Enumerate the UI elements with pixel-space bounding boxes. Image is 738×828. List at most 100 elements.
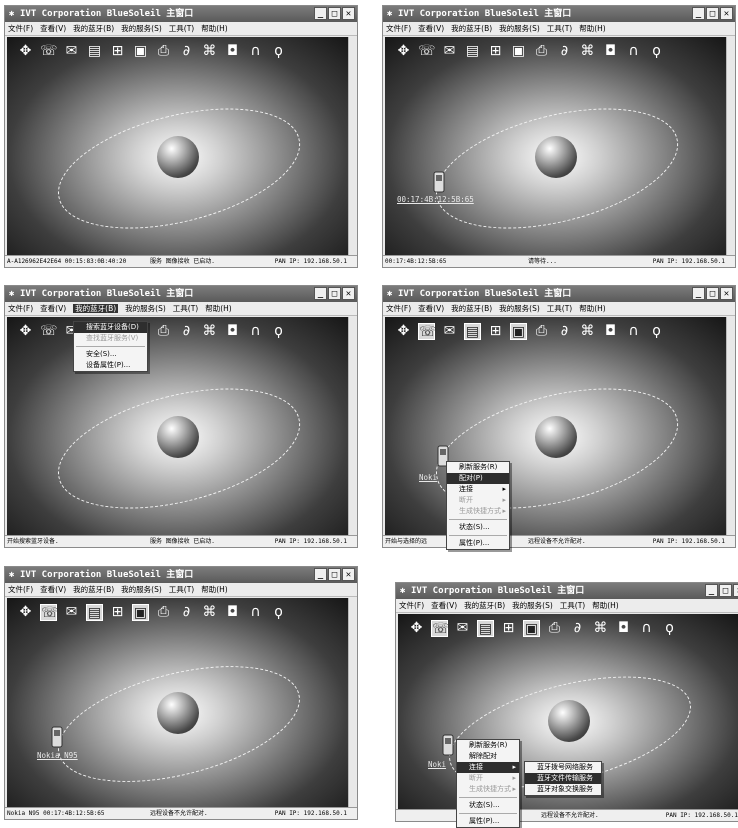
- printer-icon[interactable]: ⎙: [548, 620, 561, 636]
- camera-icon[interactable]: ◘: [226, 323, 239, 339]
- local-device-sphere[interactable]: [157, 691, 199, 734]
- fax-icon[interactable]: ✉: [65, 323, 78, 339]
- dial-up-icon[interactable]: ✥: [19, 323, 32, 339]
- menu-tools[interactable]: 工具(T): [168, 24, 195, 33]
- menu-help[interactable]: 帮助(H): [205, 304, 232, 313]
- close-button[interactable]: ✕: [342, 568, 355, 581]
- menu-view[interactable]: 查看(V): [418, 24, 445, 33]
- maximize-button[interactable]: □: [328, 287, 341, 300]
- device-label[interactable]: Noki: [428, 760, 447, 769]
- minimize-button[interactable]: _: [314, 287, 327, 300]
- menu-item-status[interactable]: 状态(S)...: [469, 801, 500, 809]
- headset-icon[interactable]: ☏: [40, 43, 58, 59]
- menu-item-disconnect[interactable]: 断开 ▸: [447, 495, 509, 506]
- camera-icon[interactable]: ◘: [617, 620, 630, 636]
- menu-my-services[interactable]: 我的服务(S): [121, 24, 162, 33]
- phone-icon[interactable]: [51, 726, 63, 748]
- minimize-button[interactable]: _: [314, 7, 327, 20]
- file-transfer-icon[interactable]: ▤: [465, 43, 480, 59]
- serial-port-icon[interactable]: ⌘: [580, 323, 595, 339]
- object-push-icon[interactable]: ▣: [133, 43, 148, 59]
- local-device-sphere[interactable]: [548, 700, 590, 743]
- sync-icon[interactable]: ϙ: [652, 323, 661, 339]
- menu-file[interactable]: 文件(F): [8, 585, 34, 594]
- menu-help[interactable]: 帮助(H): [579, 24, 606, 33]
- printer-icon[interactable]: ⎙: [157, 43, 170, 59]
- dial-up-icon[interactable]: ✥: [19, 604, 32, 620]
- menu-item-device-properties[interactable]: 设备属性(P)...: [86, 361, 131, 369]
- maximize-button[interactable]: □: [328, 7, 341, 20]
- menu-item-disconnect[interactable]: 断开 ▸: [457, 773, 519, 784]
- camera-icon[interactable]: ◘: [226, 43, 239, 59]
- device-viewport[interactable]: ✥ ☏ ✉ ▤ ⊞ ▣ ⎙ ∂ ⌘ ◘ ∩ ϙ 00:17:4B:12:5B:65: [385, 37, 727, 255]
- object-push-icon[interactable]: ▣: [523, 620, 540, 637]
- menu-tools[interactable]: 工具(T): [168, 585, 195, 594]
- device-label[interactable]: Noki: [419, 473, 438, 482]
- menu-view[interactable]: 查看(V): [418, 304, 445, 313]
- fax-icon[interactable]: ✉: [443, 323, 456, 339]
- device-viewport[interactable]: ✥☏✉▤⊞▣⎙∂⌘◘∩ϙ: [7, 317, 349, 535]
- network-icon[interactable]: ⊞: [489, 43, 502, 59]
- menu-item-properties[interactable]: 属性(P)...: [459, 539, 490, 547]
- maximize-button[interactable]: □: [719, 584, 732, 597]
- fax-icon[interactable]: ✉: [456, 620, 469, 636]
- local-device-sphere[interactable]: [535, 135, 577, 178]
- menu-file[interactable]: 文件(F): [8, 24, 34, 33]
- menu-my-bluetooth[interactable]: 我的蓝牙(B): [464, 601, 506, 610]
- menu-item-refresh-services[interactable]: 刷新服务(R): [459, 463, 498, 471]
- menu-item-search-services[interactable]: 查找蓝牙服务(V): [86, 334, 139, 342]
- phone-icon[interactable]: [433, 171, 445, 193]
- menu-item-search-devices[interactable]: 搜索蓝牙设备(D): [74, 322, 147, 333]
- device-viewport[interactable]: ✥☏✉▤⊞▣⎙∂⌘◘∩ϙ: [7, 37, 349, 255]
- device-label[interactable]: 00:17:4B:12:5B:65: [397, 195, 474, 204]
- camera-icon[interactable]: ◘: [226, 604, 239, 620]
- dial-up-icon[interactable]: ✥: [19, 43, 32, 59]
- mouse-icon[interactable]: ∂: [573, 620, 582, 636]
- menu-my-services[interactable]: 我的服务(S): [499, 24, 540, 33]
- maximize-button[interactable]: □: [328, 568, 341, 581]
- network-icon[interactable]: ⊞: [502, 620, 515, 636]
- maximize-button[interactable]: □: [706, 7, 719, 20]
- fax-icon[interactable]: ✉: [65, 604, 78, 620]
- menu-my-bluetooth[interactable]: 我的蓝牙(B): [451, 24, 493, 33]
- audio-icon[interactable]: ∩: [250, 323, 261, 339]
- menu-item-properties[interactable]: 属性(P)...: [469, 817, 500, 825]
- menu-my-bluetooth[interactable]: 我的蓝牙(B): [73, 24, 115, 33]
- headset-icon[interactable]: ☏: [40, 323, 58, 339]
- menu-item-create-shortcut[interactable]: 生成快捷方式 ▸: [447, 506, 509, 517]
- printer-icon[interactable]: ⎙: [535, 43, 548, 59]
- object-push-icon[interactable]: ▣: [510, 323, 527, 340]
- menu-my-bluetooth[interactable]: 我的蓝牙(B): [73, 585, 115, 594]
- menu-item-create-shortcut[interactable]: 生成快捷方式 ▸: [457, 784, 519, 795]
- close-button[interactable]: ✕: [720, 287, 733, 300]
- camera-icon[interactable]: ◘: [604, 323, 617, 339]
- menu-item-security[interactable]: 安全(S)...: [86, 350, 117, 358]
- dial-up-icon[interactable]: ✥: [397, 323, 410, 339]
- sync-icon[interactable]: ϙ: [665, 620, 674, 636]
- mouse-icon[interactable]: ∂: [182, 43, 191, 59]
- menu-item-unpair[interactable]: 解除配对: [469, 752, 497, 760]
- mouse-icon[interactable]: ∂: [182, 604, 191, 620]
- printer-icon[interactable]: ⎙: [535, 323, 548, 339]
- mouse-icon[interactable]: ∂: [560, 323, 569, 339]
- menu-my-services[interactable]: 我的服务(S): [512, 601, 553, 610]
- menu-item-pair[interactable]: 配对(P): [447, 473, 509, 484]
- device-viewport[interactable]: ✥ ☏ ✉ ▤ ⊞ ▣ ⎙ ∂ ⌘ ◘ ∩ ϙ Noki: [385, 317, 727, 535]
- phone-icon[interactable]: [442, 734, 454, 756]
- headset-icon[interactable]: ☏: [418, 323, 437, 340]
- menu-file[interactable]: 文件(F): [386, 24, 412, 33]
- menu-item-refresh-services[interactable]: 刷新服务(R): [469, 741, 508, 749]
- serial-port-icon[interactable]: ⌘: [580, 43, 595, 59]
- serial-port-icon[interactable]: ⌘: [202, 323, 217, 339]
- minimize-button[interactable]: _: [314, 568, 327, 581]
- audio-icon[interactable]: ∩: [250, 43, 261, 59]
- serial-port-icon[interactable]: ⌘: [202, 604, 217, 620]
- local-device-sphere[interactable]: [157, 135, 199, 178]
- minimize-button[interactable]: _: [692, 7, 705, 20]
- menu-tools[interactable]: 工具(T): [546, 304, 573, 313]
- vertical-scrollbar[interactable]: [726, 37, 734, 255]
- minimize-button[interactable]: _: [705, 584, 718, 597]
- fax-icon[interactable]: ✉: [65, 43, 78, 59]
- menu-view[interactable]: 查看(V): [40, 304, 67, 313]
- submenu-item-file-transfer[interactable]: 蓝牙文件传输服务: [525, 773, 601, 784]
